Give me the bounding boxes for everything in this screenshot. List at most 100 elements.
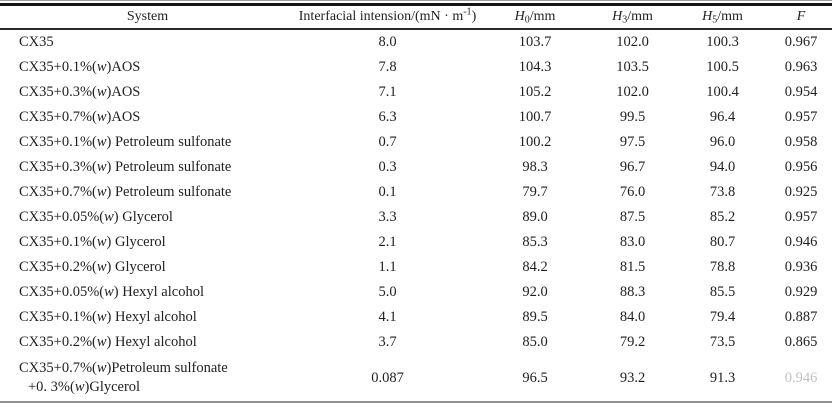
h0-cell: 96.5 bbox=[480, 355, 590, 403]
table-row: CX35+0.1%(w)AOS 7.8 104.3 103.5 100.5 0.963 bbox=[0, 55, 832, 80]
f-cell: 0.887 bbox=[784, 309, 818, 325]
system-text-line: CX35+0.3%(w)AOS bbox=[19, 84, 141, 100]
f-cell: 0.946 bbox=[784, 234, 818, 250]
h3-cell: 102.0 bbox=[616, 34, 649, 50]
system-cell: CX35+0.2%(w) Glycerol bbox=[0, 255, 295, 280]
f-cell: 0.963 bbox=[784, 59, 818, 75]
h0-cell: 79.7 bbox=[522, 184, 548, 200]
system-cell: CX35+0.7%(w)Petroleum sulfonate +0. 3%(w)… bbox=[0, 355, 295, 403]
table-row: CX35+0.2%(w) Hexyl alcohol 3.7 85.0 79.2 73.… bbox=[0, 330, 832, 355]
h5-cell: 85.2 bbox=[709, 209, 736, 225]
h3-cell: 97.5 bbox=[619, 134, 646, 150]
system-text-line: CX35+0.2%(w) Glycerol bbox=[19, 259, 166, 275]
h0-cell: 84.2 bbox=[522, 259, 548, 275]
h3-cell: 96.7 bbox=[619, 159, 646, 175]
h0-cell: 103.7 bbox=[518, 34, 552, 50]
system-text-line: CX35+0.3%(w) Petroleum sulfonate bbox=[19, 159, 232, 175]
f-cell: 0.929 bbox=[784, 284, 818, 300]
h0-cell: 100.2 bbox=[518, 134, 552, 150]
interfacial-tension-cell: 7.8 bbox=[378, 59, 397, 75]
system-cell: CX35+0.7%(w)AOS bbox=[0, 105, 295, 130]
f-cell: 0.967 bbox=[784, 34, 818, 50]
h0-cell: 104.3 bbox=[518, 59, 552, 75]
system-text-line: CX35 bbox=[19, 34, 54, 50]
h5-cell: 100.5 bbox=[706, 59, 739, 75]
table-row: CX35+0.1%(w) Glycerol 2.1 85.3 83.0 80.7 0.94… bbox=[0, 230, 832, 255]
h3-cell: 81.5 bbox=[619, 259, 646, 275]
system-text-line: +0. 3%(w)Glycerol bbox=[28, 379, 141, 395]
system-text-line: CX35+0.1%(w)AOS bbox=[19, 59, 141, 75]
interfacial-tension-cell: 2.1 bbox=[378, 234, 397, 250]
system-cell: CX35+0.1%(w) Petroleum sulfonate bbox=[0, 130, 295, 155]
interfacial-tension-cell: 3.7 bbox=[378, 334, 397, 350]
h3-cell: 88.3 bbox=[619, 284, 646, 300]
col-header-interfacial-tension: Interfacial intension/(mN · m-1) bbox=[295, 6, 480, 30]
system-text-line: CX35+0.7%(w) Petroleum sulfonate bbox=[19, 184, 232, 200]
system-cell: CX35+0.05%(w) Hexyl alcohol bbox=[0, 280, 295, 305]
h0-cell: 89.0 bbox=[522, 209, 548, 225]
interfacial-tension-cell: 3.3 bbox=[378, 209, 397, 225]
table-row: CX35+0.3%(w) Petroleum sulfonate 0.3 98.3 9… bbox=[0, 155, 832, 180]
h5-cell: 85.5 bbox=[709, 284, 736, 300]
system-text-line: CX35+0.1%(w) Hexyl alcohol bbox=[19, 309, 197, 325]
system-cell: CX35+0.3%(w) Petroleum sulfonate bbox=[0, 155, 295, 180]
col-header-h3: H3/mm bbox=[590, 6, 675, 30]
h5-cell: 94.0 bbox=[709, 159, 736, 175]
h3-cell: 87.5 bbox=[619, 209, 646, 225]
system-cell: CX35+0.1%(w)AOS bbox=[0, 55, 295, 80]
system-cell: CX35+0.3%(w)AOS bbox=[0, 80, 295, 105]
h3-cell: 76.0 bbox=[619, 184, 646, 200]
h5-cell: 96.0 bbox=[709, 134, 736, 150]
f-cell: 0.954 bbox=[784, 84, 818, 100]
col-header-f: F bbox=[770, 6, 832, 30]
table-row: CX35+0.05%(w) Hexyl alcohol 5.0 92.0 88.3 85… bbox=[0, 280, 832, 305]
interfacial-tension-cell: 8.0 bbox=[378, 34, 397, 50]
interfacial-tension-cell: 5.0 bbox=[378, 284, 397, 300]
system-text-line: CX35+0.2%(w) Hexyl alcohol bbox=[19, 334, 197, 350]
table-row: CX35 8.0 103.7 102.0 100.3 0.967 bbox=[0, 29, 832, 55]
h3-cell: 83.0 bbox=[619, 234, 646, 250]
h0-cell: 92.0 bbox=[522, 284, 548, 300]
table-row: CX35+0.05%(w) Glycerol 3.3 89.0 87.5 85.2 0.9… bbox=[0, 205, 832, 230]
h3-cell: 93.2 bbox=[590, 355, 675, 403]
system-text-line: CX35+0.05%(w) Hexyl alcohol bbox=[19, 284, 204, 300]
h3-cell: 79.2 bbox=[619, 334, 646, 350]
system-cell: CX35 bbox=[0, 29, 295, 55]
col-header-h0: H0/mm bbox=[480, 6, 590, 30]
interfacial-tension-cell: 0.7 bbox=[378, 134, 397, 150]
table-row: CX35+0.7%(w)Petroleum sulfonate +0. 3%(w)… bbox=[0, 355, 832, 403]
h3-cell: 99.5 bbox=[619, 109, 646, 125]
f-cell: 0.925 bbox=[784, 184, 818, 200]
h0-cell: 105.2 bbox=[518, 84, 552, 100]
interfacial-tension-cell: 1.1 bbox=[378, 259, 397, 275]
system-text-line: CX35+0.1%(w) Petroleum sulfonate bbox=[19, 134, 232, 150]
h0-cell: 89.5 bbox=[522, 309, 548, 325]
system-text-line: CX35+0.1%(w) Glycerol bbox=[19, 234, 166, 250]
f-cell: 0.936 bbox=[784, 259, 818, 275]
table-row: CX35+0.3%(w)AOS 7.1 105.2 102.0 100.4 0.954 bbox=[0, 80, 832, 105]
f-cell: 0.946 bbox=[770, 355, 832, 403]
h5-cell: 100.3 bbox=[706, 34, 739, 50]
h5-cell: 96.4 bbox=[709, 109, 736, 125]
system-cell: CX35+0.1%(w) Hexyl alcohol bbox=[0, 305, 295, 330]
h3-cell: 103.5 bbox=[616, 59, 649, 75]
system-cell: CX35+0.2%(w) Hexyl alcohol bbox=[0, 330, 295, 355]
system-text-line: CX35+0.05%(w) Glycerol bbox=[19, 209, 173, 225]
h3-cell: 102.0 bbox=[616, 84, 649, 100]
h5-cell: 73.5 bbox=[709, 334, 736, 350]
system-text-line: CX35+0.7%(w)Petroleum sulfonate bbox=[19, 360, 228, 376]
results-table: System Interfacial intension/(mN · m-1) … bbox=[0, 6, 832, 403]
top-rule-thick bbox=[0, 3, 832, 6]
interfacial-tension-cell: 0.1 bbox=[378, 184, 397, 200]
h0-cell: 85.0 bbox=[522, 334, 548, 350]
f-cell: 0.865 bbox=[784, 334, 818, 350]
h5-cell: 79.4 bbox=[709, 309, 736, 325]
table-row: CX35+0.7%(w)AOS 6.3 100.7 99.5 96.4 0.957 bbox=[0, 105, 832, 130]
f-cell: 0.958 bbox=[784, 134, 818, 150]
interfacial-tension-cell: 0.3 bbox=[378, 159, 397, 175]
f-cell: 0.956 bbox=[784, 159, 818, 175]
table-row: CX35+0.2%(w) Glycerol 1.1 84.2 81.5 78.8 0.93… bbox=[0, 255, 832, 280]
interfacial-tension-cell: 0.087 bbox=[295, 355, 480, 403]
h5-cell: 91.3 bbox=[675, 355, 770, 403]
